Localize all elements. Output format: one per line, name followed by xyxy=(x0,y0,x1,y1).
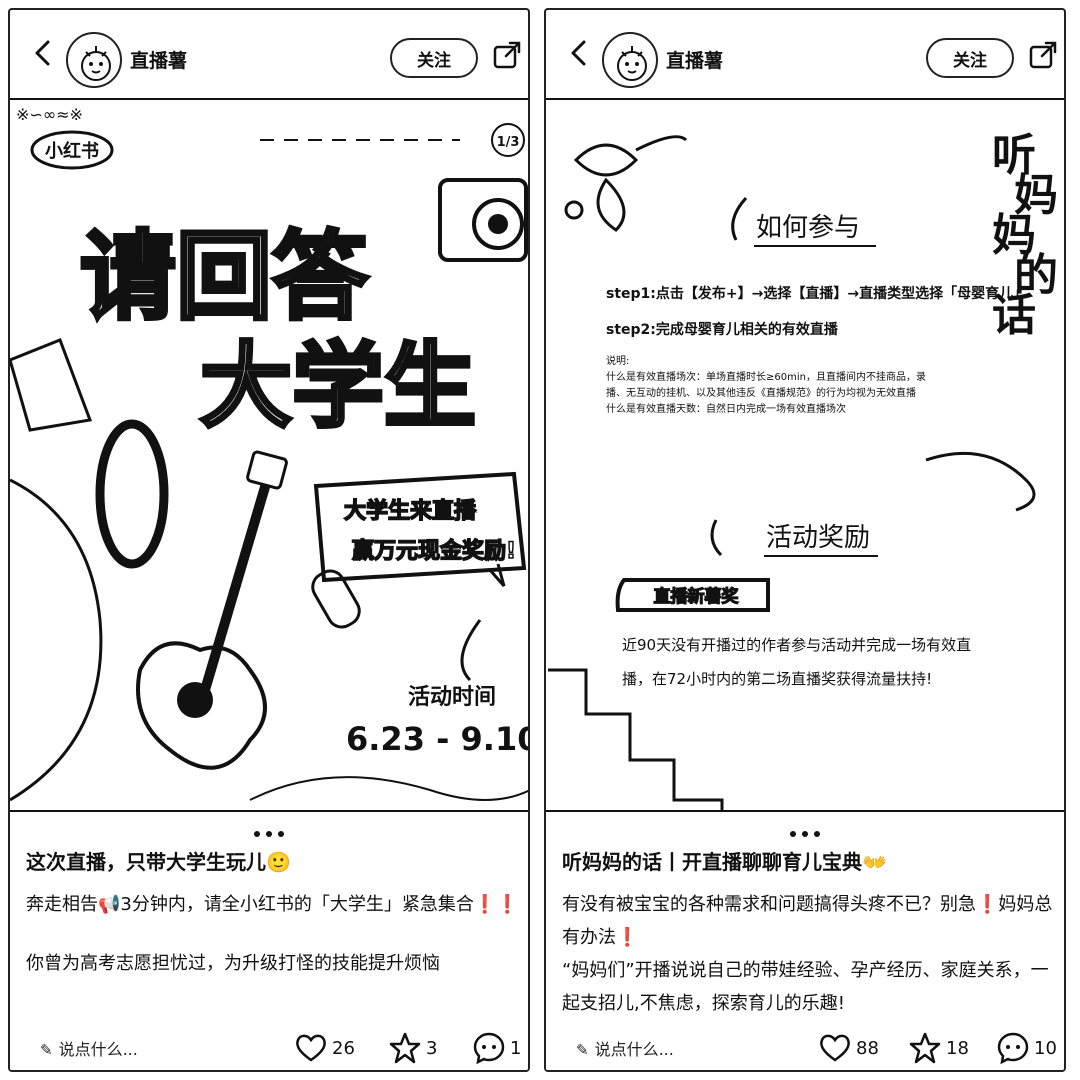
post-header: 直播薯 关注 xyxy=(546,10,1064,98)
section-title-participate: 如何参与 xyxy=(756,213,860,243)
poster-headline-1: 请回答 xyxy=(80,221,369,333)
heart-icon xyxy=(296,1034,326,1062)
stairs-decoration xyxy=(548,668,724,810)
promo-banner: 大学生来直播 赢万元现金奖励! xyxy=(313,471,527,583)
post-body: 奔走相告📢3分钟内，请全小红书的「大学生」紧急集合❗❗ 你曾为高考志愿担忧过，为… xyxy=(26,888,520,980)
page-badge: 1/3 xyxy=(491,123,525,157)
post-paragraph: 奔走相告📢3分钟内，请全小红书的「大学生」紧急集合❗❗ xyxy=(26,894,519,915)
post-title: 听妈妈的话丨开直播聊聊育儿宝典👐 xyxy=(562,850,887,874)
comment-bubble-icon xyxy=(473,1032,505,1065)
post-title: 这次直播，只带大学生玩儿🙂 xyxy=(26,850,291,874)
note-label: 说明: xyxy=(606,354,629,367)
comment-count: 1 xyxy=(510,1037,522,1059)
like-button[interactable]: 26 xyxy=(294,1030,355,1066)
poster-headline-2: 大学生 xyxy=(200,333,476,440)
award-tag-label: 直播新薯奖 xyxy=(654,586,740,607)
comment-count: 10 xyxy=(1034,1037,1057,1059)
step-1-text: step1:点击【发布+】→选择【直播】→直播类型选择「母婴育儿」 xyxy=(606,285,1027,302)
post-paragraph: “妈妈们”开播说说自己的带娃经验、孕产经历、家庭关系，一起支招儿,不焦虑，探索育… xyxy=(562,960,1049,1014)
collect-count: 3 xyxy=(426,1037,438,1059)
post-header: 直播薯 关注 xyxy=(10,10,528,98)
comment-placeholder: 说点什么... xyxy=(594,1040,674,1059)
banner-line-2: 赢万元现金奖励! xyxy=(352,538,516,564)
star-icon xyxy=(909,1032,941,1064)
author-name[interactable]: 直播薯 xyxy=(130,50,188,72)
back-arrow-icon[interactable] xyxy=(28,38,58,68)
comment-button[interactable]: 1 xyxy=(472,1030,521,1066)
post-image[interactable]: 听妈妈的话 如何参与 step1:点击【发布+】→选择【直播】→直播类型选择「母… xyxy=(546,98,1064,812)
comment-bubble-icon xyxy=(997,1032,1029,1065)
heart-icon xyxy=(820,1034,850,1062)
follow-button[interactable]: 关注 xyxy=(390,38,478,78)
award-line-2: 播，在72小时内的第二场直播奖获得流量扶持! xyxy=(622,670,932,688)
collect-button[interactable]: 3 xyxy=(388,1030,437,1066)
collect-count: 18 xyxy=(946,1037,969,1059)
brand-label: 小红书 xyxy=(45,140,99,162)
headphone-ring xyxy=(95,419,169,569)
pencil-icon: ✎ xyxy=(576,1041,589,1059)
post-body: 有没有被宝宝的各种需求和问题搞得头疼不已？别急❗妈妈总有办法❗ “妈妈们”开播说… xyxy=(562,888,1056,1020)
post-image[interactable]: ※∽∞≈※ 小红书 1/3 请回答 大学生 xyxy=(10,98,528,812)
post-paragraph: 有没有被宝宝的各种需求和问题搞得头疼不已？别急❗妈妈总有办法❗ xyxy=(562,894,1053,948)
like-count: 88 xyxy=(856,1037,879,1059)
banner-line-1: 大学生来直播 xyxy=(344,498,477,524)
comment-input[interactable]: ✎ 说点什么... xyxy=(576,1036,674,1060)
event-time-label: 活动时间 xyxy=(408,685,496,710)
avatar[interactable] xyxy=(602,32,658,88)
post-footer: ✎ 说点什么... 88 18 10 xyxy=(546,1022,1064,1070)
camera-icon xyxy=(438,178,528,262)
like-count: 26 xyxy=(332,1037,355,1059)
guitar-illustration xyxy=(136,450,288,770)
event-dates: 6.23 - 9.10 xyxy=(346,720,528,758)
poster-scribble: ※∽∞≈※ xyxy=(16,105,83,124)
like-button[interactable]: 88 xyxy=(818,1030,879,1066)
follow-button[interactable]: 关注 xyxy=(926,38,1014,78)
note-line-1: 什么是有效直播场次：单场直播时长≥60min，且直播间内不挂商品，录 xyxy=(606,370,926,383)
post-card-college: 直播薯 关注 ※∽∞≈※ 小红书 1/3 请回答 xyxy=(8,8,530,1072)
post-paragraph: 你曾为高考志愿担忧过，为升级打怪的技能提升烦恼 xyxy=(26,953,440,974)
pencil-icon: ✎ xyxy=(40,1041,53,1059)
back-arrow-icon[interactable] xyxy=(564,38,594,68)
collect-button[interactable]: 18 xyxy=(908,1030,969,1066)
section-title-reward: 活动奖励 xyxy=(766,523,870,553)
comment-placeholder: 说点什么... xyxy=(58,1040,138,1059)
author-name[interactable]: 直播薯 xyxy=(666,50,724,72)
award-tag: 直播新薯奖 xyxy=(615,578,770,612)
side-title: 听妈妈的话 xyxy=(992,130,1058,341)
brand-badge: 小红书 xyxy=(30,130,114,170)
share-icon[interactable] xyxy=(1028,40,1058,70)
page-indicator: 1/3 xyxy=(497,135,520,150)
note-line-2: 播、无互动的挂机、以及其他违反《直播规范》的行为均视为无效直播 xyxy=(606,386,916,399)
star-icon xyxy=(389,1032,421,1064)
side-title-text: 听妈妈的话 xyxy=(992,130,1058,341)
post-card-parenting: 直播薯 关注 听妈妈的话 如何参与 step1:点击【发布+】→选择【直 xyxy=(544,8,1066,1072)
page-dots xyxy=(546,822,1064,841)
page-dots xyxy=(10,822,528,841)
step-2-text: step2:完成母婴育儿相关的有效直播 xyxy=(606,321,839,338)
avatar[interactable] xyxy=(66,32,122,88)
award-line-1: 近90天没有开播过的作者参与活动并完成一场有效直 xyxy=(622,636,971,654)
comment-button[interactable]: 10 xyxy=(996,1030,1057,1066)
flower-doodle xyxy=(564,135,688,232)
share-icon[interactable] xyxy=(492,40,522,70)
note-line-3: 什么是有效直播天数：自然日内完成一场有效直播场次 xyxy=(606,402,846,415)
comment-input[interactable]: ✎ 说点什么... xyxy=(40,1036,138,1060)
post-footer: ✎ 说点什么... 26 3 1 xyxy=(10,1022,528,1070)
